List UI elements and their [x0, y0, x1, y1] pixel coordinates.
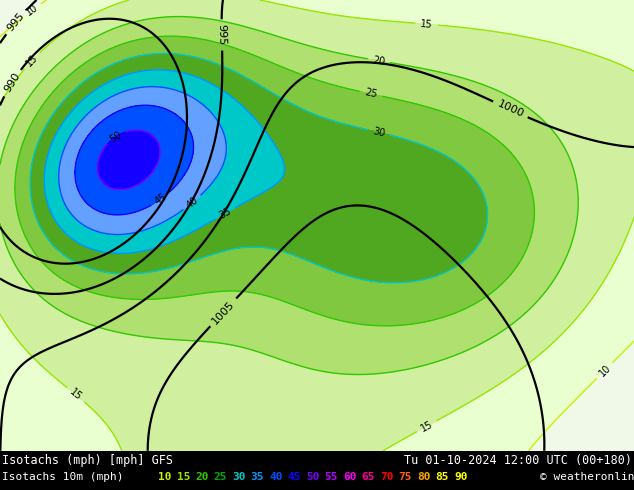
Text: Isotachs 10m (mph): Isotachs 10m (mph) [2, 472, 124, 482]
Text: 55: 55 [325, 472, 338, 482]
Text: 20: 20 [372, 55, 385, 67]
Text: 50: 50 [306, 472, 320, 482]
Text: 50: 50 [108, 129, 124, 144]
Text: 990: 990 [2, 71, 22, 95]
Polygon shape [310, 0, 634, 132]
Text: 15: 15 [68, 387, 84, 402]
Text: 60: 60 [343, 472, 356, 482]
Text: 10: 10 [597, 363, 612, 378]
Text: 90: 90 [454, 472, 467, 482]
Text: 30: 30 [372, 126, 386, 139]
Text: 75: 75 [399, 472, 412, 482]
Text: © weatheronline.co.uk: © weatheronline.co.uk [540, 472, 634, 482]
Text: 35: 35 [250, 472, 264, 482]
Text: 1005: 1005 [210, 299, 236, 326]
Text: 40: 40 [184, 195, 200, 210]
Text: 70: 70 [380, 472, 394, 482]
Text: 1000: 1000 [496, 99, 525, 120]
Text: 995: 995 [217, 24, 227, 46]
Text: 35: 35 [217, 206, 233, 220]
Text: 25: 25 [364, 88, 378, 100]
Text: 45: 45 [153, 192, 169, 207]
Text: 995: 995 [5, 11, 27, 33]
Text: 85: 85 [436, 472, 449, 482]
Text: 65: 65 [361, 472, 375, 482]
Text: 30: 30 [232, 472, 245, 482]
Text: Isotachs (mph) [mph] GFS: Isotachs (mph) [mph] GFS [2, 454, 173, 467]
Text: 80: 80 [417, 472, 430, 482]
Text: 15: 15 [176, 472, 190, 482]
Text: 20: 20 [195, 472, 209, 482]
Text: 45: 45 [287, 472, 301, 482]
Text: 15: 15 [24, 53, 40, 69]
Text: 40: 40 [269, 472, 283, 482]
Text: 10: 10 [24, 3, 40, 18]
Text: 15: 15 [419, 419, 434, 434]
Text: 15: 15 [420, 19, 433, 29]
Text: Tu 01-10-2024 12:00 UTC (00+180): Tu 01-10-2024 12:00 UTC (00+180) [404, 454, 632, 467]
Text: 25: 25 [214, 472, 227, 482]
Text: 10: 10 [158, 472, 172, 482]
